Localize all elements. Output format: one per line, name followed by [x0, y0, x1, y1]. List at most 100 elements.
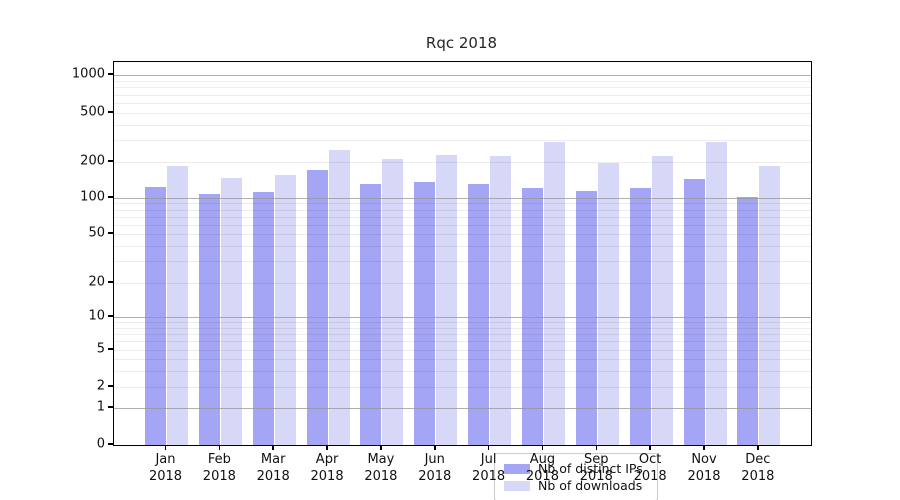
gridline-minor-70	[114, 216, 811, 218]
y-tick-label-100: 100	[80, 189, 105, 205]
x-tick-label-nov: Nov 2018	[687, 452, 721, 484]
bar-downloads-oct	[651, 156, 673, 445]
bar-downloads-dec	[759, 165, 781, 445]
gridline-minor-7	[114, 333, 811, 335]
gridline-minor-9	[114, 322, 811, 324]
x-tick-mark-nov	[703, 445, 705, 450]
gridline-minor-200	[114, 162, 811, 163]
bar-downloads-feb	[220, 178, 242, 445]
gridline-major-10	[114, 317, 811, 318]
bar-distinct-ips-feb	[198, 194, 220, 445]
y-tick-label-200: 200	[80, 153, 105, 169]
bar-distinct-ips-mar	[252, 191, 274, 445]
gridline-minor-30	[114, 261, 811, 263]
x-tick-mark-mar	[272, 445, 274, 450]
gridline-minor-8	[114, 327, 811, 329]
bar-distinct-ips-apr	[306, 170, 328, 445]
x-tick-label-jun: Jun 2018	[418, 452, 452, 484]
legend-swatch-distinct-ips	[504, 463, 530, 474]
y-tick-mark-50	[108, 232, 113, 234]
y-tick-mark-0	[108, 443, 113, 445]
gridline-minor-400	[114, 124, 811, 126]
y-tick-label-20: 20	[88, 274, 105, 290]
bar-downloads-sep	[597, 163, 619, 445]
gridline-minor-800	[114, 87, 811, 89]
y-tick-mark-500	[108, 111, 113, 113]
y-tick-label-1000: 1000	[71, 66, 105, 82]
y-tick-mark-5	[108, 348, 113, 350]
gridline-minor-40	[114, 245, 811, 247]
chart-title: Rqc 2018	[425, 34, 498, 52]
x-tick-label-aug: Aug 2018	[525, 452, 559, 484]
gridline-major-100	[114, 198, 811, 199]
gridline-major-1000	[114, 75, 811, 76]
x-tick-mark-apr	[326, 445, 328, 450]
x-tick-mark-jun	[434, 445, 436, 450]
y-tick-label-500: 500	[80, 104, 105, 120]
y-tick-mark-2	[108, 385, 113, 387]
bar-distinct-ips-aug	[521, 187, 543, 445]
gridline-minor-80	[114, 209, 811, 211]
x-tick-mark-oct	[649, 445, 651, 450]
bar-downloads-nov	[705, 141, 727, 445]
gridline-minor-4	[114, 359, 811, 360]
legend-item-downloads: Nb of downloads	[504, 477, 648, 494]
bar-downloads-may	[382, 158, 404, 445]
gridline-minor-900	[114, 80, 811, 82]
x-tick-label-oct: Oct 2018	[633, 452, 667, 484]
y-tick-label-1: 1	[96, 399, 105, 415]
legend-item-distinct-ips: Nb of distinct IPs	[504, 460, 648, 477]
bar-downloads-mar	[274, 174, 296, 445]
bar-downloads-apr	[328, 149, 350, 445]
x-tick-label-apr: Apr 2018	[310, 452, 344, 484]
y-tick-mark-10	[108, 315, 113, 317]
y-tick-label-0: 0	[96, 436, 105, 452]
x-tick-label-feb: Feb 2018	[202, 452, 236, 484]
bar-downloads-jun	[436, 155, 458, 445]
bar-distinct-ips-nov	[683, 178, 705, 445]
x-tick-label-jan: Jan 2018	[148, 452, 183, 484]
x-tick-label-dec: Dec 2018	[741, 452, 775, 484]
legend-label-downloads: Nb of downloads	[538, 478, 643, 493]
x-tick-label-sep: Sep 2018	[579, 452, 613, 484]
gridline-minor-300	[114, 140, 811, 142]
y-tick-label-50: 50	[88, 225, 105, 241]
x-tick-label-mar: Mar 2018	[256, 452, 290, 484]
gridline-minor-5	[114, 350, 811, 351]
bar-distinct-ips-jun	[414, 182, 436, 445]
x-tick-mark-jan	[164, 445, 167, 450]
y-tick-label-2: 2	[96, 378, 105, 394]
x-tick-mark-jul	[487, 445, 490, 450]
legend-swatch-downloads	[504, 480, 530, 491]
legend: Nb of distinct IPs Nb of downloads	[494, 453, 658, 500]
x-tick-label-may: May 2018	[364, 452, 398, 484]
bar-downloads-jan	[167, 166, 188, 445]
gridline-minor-700	[114, 94, 811, 96]
y-tick-mark-200	[108, 160, 113, 162]
y-tick-label-10: 10	[88, 308, 105, 324]
gridline-minor-500	[114, 113, 811, 114]
bar-distinct-ips-jan	[145, 187, 166, 445]
gridline-major-1	[114, 408, 811, 409]
gridline-minor-50	[114, 234, 811, 235]
y-tick-mark-100	[108, 196, 113, 198]
gridline-minor-90	[114, 203, 811, 205]
bar-distinct-ips-dec	[737, 196, 759, 445]
y-tick-label-5: 5	[96, 341, 105, 357]
gridline-minor-3	[114, 370, 811, 372]
bar-distinct-ips-jul	[468, 183, 490, 445]
gridline-minor-600	[114, 103, 811, 104]
bar-distinct-ips-may	[360, 184, 382, 445]
gridline-minor-6	[114, 341, 811, 343]
bar-downloads-aug	[543, 142, 565, 445]
gridline-minor-20	[114, 283, 811, 284]
x-tick-mark-aug	[541, 445, 544, 450]
gridline-minor-2	[114, 387, 811, 388]
x-tick-mark-dec	[757, 445, 759, 450]
gridline-minor-60	[114, 224, 811, 226]
y-tick-mark-1000	[108, 73, 113, 75]
x-tick-mark-sep	[595, 445, 598, 450]
bar-distinct-ips-oct	[629, 188, 651, 445]
y-tick-mark-1	[108, 406, 113, 408]
